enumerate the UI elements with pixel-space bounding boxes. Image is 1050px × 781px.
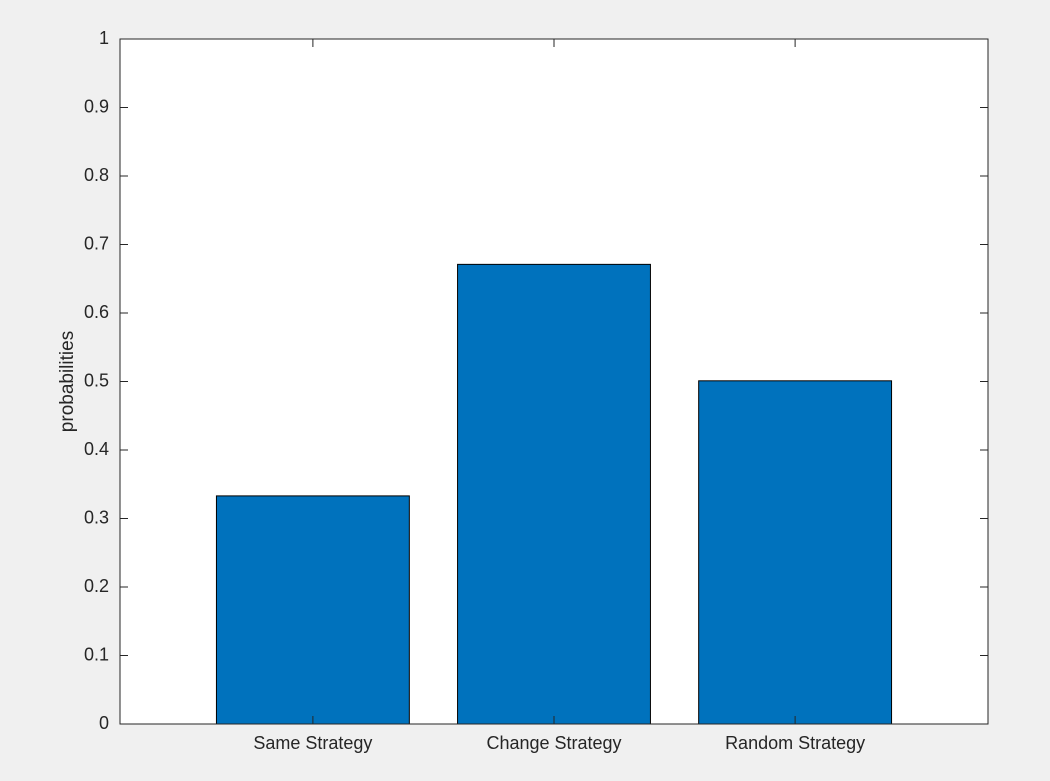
y-tick-label: 1 <box>99 28 109 48</box>
y-tick-label: 0.9 <box>84 96 109 116</box>
bars-group <box>215 263 893 725</box>
y-tick-label: 0.4 <box>84 439 109 459</box>
x-tick-label: Same Strategy <box>253 733 372 753</box>
y-tick-label: 0.5 <box>84 370 109 390</box>
bar-change-strategy <box>457 263 651 725</box>
y-tick-label: 0.3 <box>84 507 109 527</box>
y-tick-label: 0.6 <box>84 302 109 322</box>
x-tick-label: Random Strategy <box>725 733 865 753</box>
bar-same-strategy <box>215 495 410 725</box>
y-tick-label: 0.8 <box>84 165 109 185</box>
y-tick-label: 0.7 <box>84 233 109 253</box>
bar-random-strategy <box>698 380 893 725</box>
y-tick-labels: 0 0.1 0.2 0.3 0.4 0.5 0.6 0.7 0.8 0.9 1 <box>84 28 109 733</box>
y-tick-label: 0.2 <box>84 576 109 596</box>
y-tick-label: 0 <box>99 713 109 733</box>
y-axis-label: probabilities <box>57 331 78 432</box>
x-tick-label: Change Strategy <box>486 733 621 753</box>
x-tick-labels: Same Strategy Change Strategy Random Strat… <box>253 733 865 753</box>
y-tick-label: 0.1 <box>84 644 109 664</box>
axes-box <box>119 38 989 725</box>
